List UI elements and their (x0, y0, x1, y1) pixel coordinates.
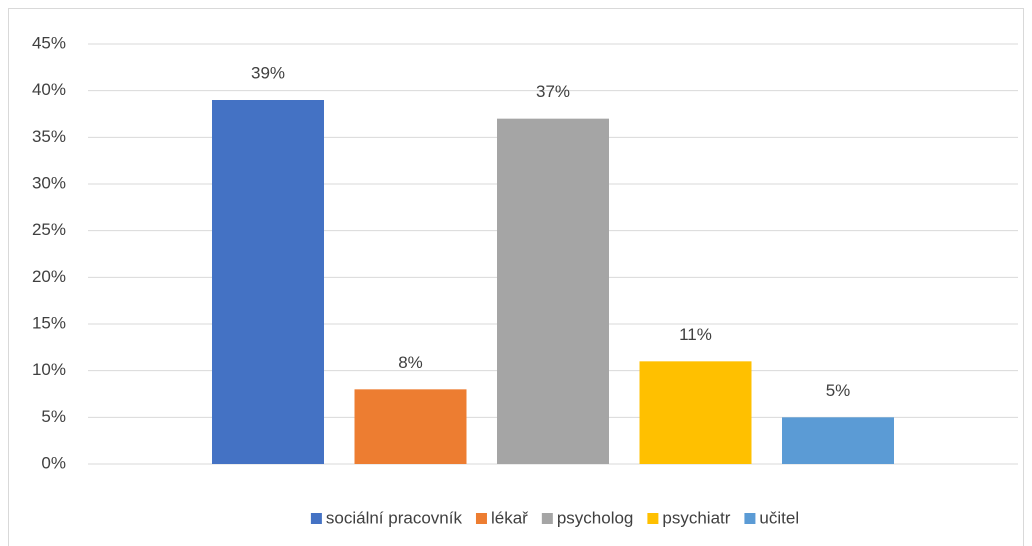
bar (782, 417, 894, 464)
y-tick-label: 0% (41, 453, 66, 472)
legend-label: lékař (491, 508, 528, 527)
y-tick-label: 10% (32, 360, 66, 379)
bar (212, 100, 324, 464)
y-tick-label: 40% (32, 80, 66, 99)
bar (354, 389, 467, 464)
data-label: 37% (536, 82, 570, 101)
bar (639, 361, 752, 464)
y-tick-label: 30% (32, 173, 66, 192)
legend-marker (647, 513, 659, 524)
y-tick-label: 35% (32, 127, 66, 146)
legend-label: psychiatr (662, 508, 730, 527)
legend-marker (475, 513, 487, 524)
data-label: 5% (826, 381, 851, 400)
legend-label: sociální pracovník (326, 508, 463, 527)
y-tick-label: 5% (41, 407, 66, 426)
y-tick-label: 45% (32, 33, 66, 52)
legend-label: učitel (759, 508, 799, 527)
legend-marker (744, 513, 756, 524)
legend-label: psycholog (557, 508, 634, 527)
y-tick-label: 15% (32, 313, 66, 332)
data-label: 11% (679, 325, 712, 344)
y-tick-label: 20% (32, 267, 66, 286)
legend-marker (541, 513, 553, 524)
bar (497, 118, 609, 465)
y-tick-label: 25% (32, 220, 66, 239)
legend-marker (310, 513, 322, 524)
data-label: 39% (251, 63, 285, 82)
data-label: 8% (398, 353, 423, 372)
